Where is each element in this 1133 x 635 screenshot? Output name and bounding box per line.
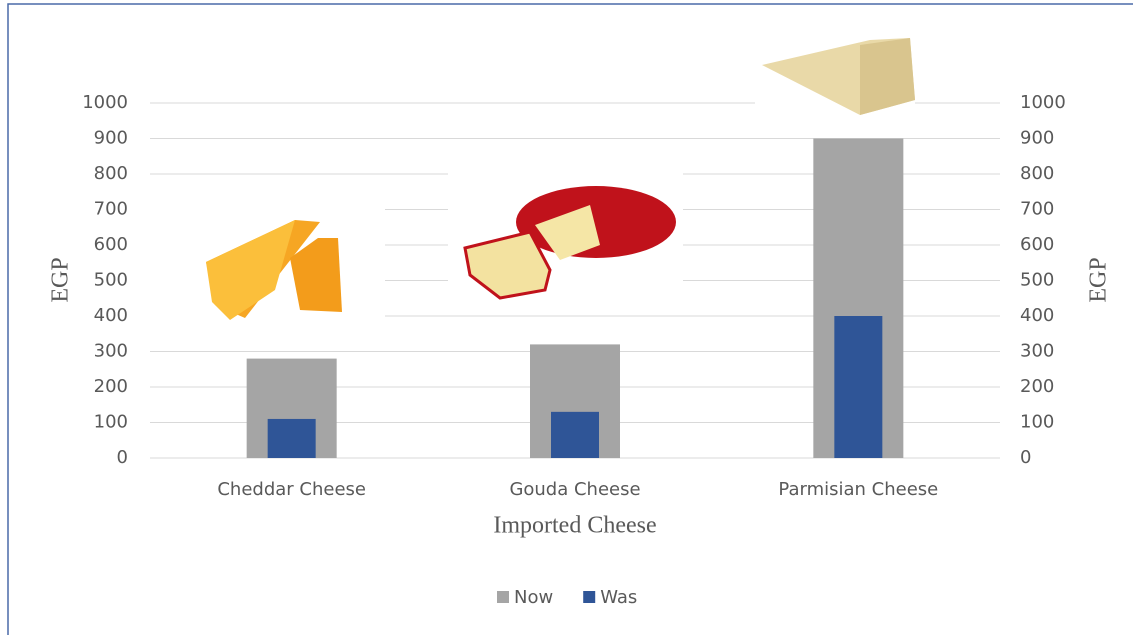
legend-label: Was xyxy=(600,587,637,608)
y-tick-label: 100 xyxy=(94,412,128,433)
bar xyxy=(834,316,883,458)
x-tick-label: Parmisian Cheese xyxy=(778,479,938,500)
y2-axis-title: EGP xyxy=(1086,257,1112,302)
y-tick-label: 200 xyxy=(94,376,128,397)
x-tick-label: Cheddar Cheese xyxy=(217,479,366,500)
y-tick-label: 1000 xyxy=(82,92,128,113)
y2-tick-label: 900 xyxy=(1020,128,1054,149)
y-tick-label: 800 xyxy=(94,163,128,184)
frame xyxy=(7,3,1133,635)
y2-tick-label: 300 xyxy=(1020,341,1054,362)
x-tick-label: Gouda Cheese xyxy=(509,479,640,500)
y-tick-label: 600 xyxy=(94,234,128,255)
legend-swatch xyxy=(497,591,509,603)
parmesan-rind xyxy=(860,38,915,115)
gouda-cut xyxy=(535,205,600,260)
y-tick-label: 300 xyxy=(94,341,128,362)
y2-tick-label: 1000 xyxy=(1020,92,1066,113)
y2-tick-label: 800 xyxy=(1020,163,1054,184)
y2-tick-label: 700 xyxy=(1020,199,1054,220)
legend-label: Now xyxy=(514,587,553,608)
cheese-images xyxy=(150,25,915,335)
bar xyxy=(267,418,316,458)
gouda-image xyxy=(516,186,676,258)
legend-swatch xyxy=(583,591,596,603)
y-tick-label: 500 xyxy=(94,270,128,291)
y-tick-label: 0 xyxy=(117,447,128,468)
x-axis-title: Imported Cheese xyxy=(493,513,656,539)
gouda-slice xyxy=(463,230,552,300)
y2-tick-label: 0 xyxy=(1020,447,1031,468)
y2-tick-label: 200 xyxy=(1020,376,1054,397)
y2-tick-label: 400 xyxy=(1020,305,1054,326)
cheddar-wedge xyxy=(290,238,342,312)
bar xyxy=(551,411,599,458)
y-axis-title: EGP xyxy=(48,257,74,302)
y-tick-label: 900 xyxy=(94,128,128,149)
y2-tick-label: 100 xyxy=(1020,412,1054,433)
y-tick-label: 700 xyxy=(94,199,128,220)
y-tick-label: 400 xyxy=(94,305,128,326)
cheddar-face xyxy=(206,220,295,320)
marks: 0 100 200 300 400 500 600 700 800 900 1000 0 100 200 3… xyxy=(82,92,1066,608)
y2-tick-label: 600 xyxy=(1020,234,1054,255)
y2-tick-label: 500 xyxy=(1020,270,1054,291)
